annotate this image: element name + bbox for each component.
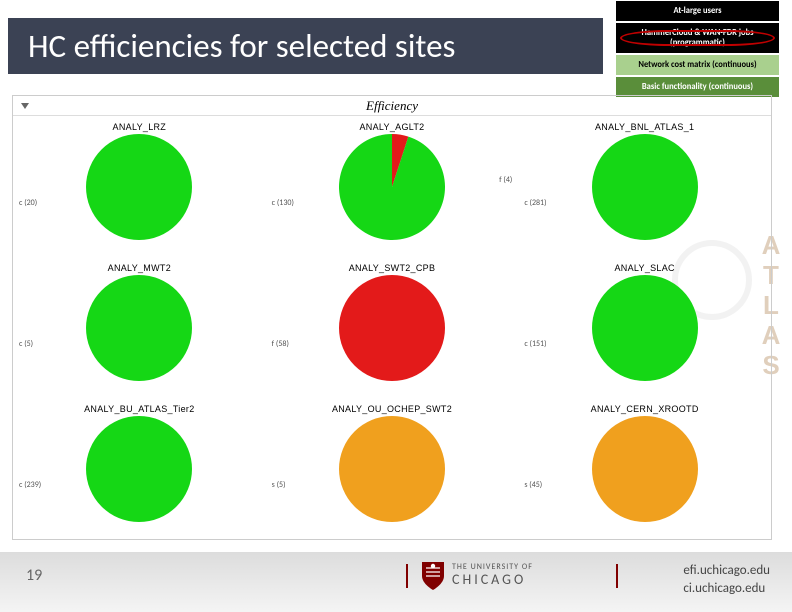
pie-name: ANALY_CERN_XROOTD <box>591 404 699 414</box>
pie-right-label: f (4) <box>499 175 512 185</box>
pie-name: ANALY_LRZ <box>113 122 167 132</box>
pie-cell: ANALY_SWT2_CPB f (58) <box>266 257 519 398</box>
divider <box>616 564 618 588</box>
pie-name: ANALY_BNL_ATLAS_1 <box>595 122 694 132</box>
pie-name: ANALY_SLAC <box>614 263 674 273</box>
pie-name: ANALY_AGLT2 <box>359 122 424 132</box>
pie-name: ANALY_SWT2_CPB <box>349 263 436 273</box>
status-row: Network cost matrix (continuous) <box>615 54 780 76</box>
shield-icon <box>420 560 446 592</box>
pie-chart <box>339 134 445 240</box>
pie-left-label: c (130) <box>272 198 294 208</box>
pie-left-label: c (20) <box>19 198 37 208</box>
pie-cell: ANALY_MWT2 c (5) <box>13 257 266 398</box>
pie-left-label: c (239) <box>19 480 41 490</box>
logo-bottom: CHICAGO <box>452 572 533 589</box>
pie-cell: ANALY_BU_ATLAS_Tier2 c (239) <box>13 398 266 539</box>
status-stack: At-large usersHammerCloud & WAN-FDR jobs… <box>615 0 780 98</box>
pie-left-label: c (5) <box>19 339 33 349</box>
pie-left-label: c (281) <box>524 198 546 208</box>
chart-area: Efficiency ANALY_LRZ c (20) ANALY_AGLT2 … <box>12 95 772 540</box>
pie-left-label: s (5) <box>272 480 286 490</box>
pie-cell: ANALY_SLAC c (151) <box>518 257 771 398</box>
divider <box>406 564 408 588</box>
status-row: HammerCloud & WAN-FDR jobs (programmatic… <box>615 22 780 54</box>
pie-grid: ANALY_LRZ c (20) ANALY_AGLT2 c (130) f (… <box>13 116 771 539</box>
title-bar: HC efficiencies for selected sites <box>8 18 603 74</box>
pie-left-label: s (45) <box>524 480 542 490</box>
pie-chart <box>592 275 698 381</box>
pie-cell: ANALY_BNL_ATLAS_1 c (281) <box>518 116 771 257</box>
pie-cell: ANALY_CERN_XROOTD s (45) <box>518 398 771 539</box>
url-2: ci.uchicago.edu <box>683 580 770 598</box>
footer-urls: efi.uchicago.edu ci.uchicago.edu <box>683 562 770 597</box>
pie-chart <box>339 275 445 381</box>
pie-cell: ANALY_OU_OCHEP_SWT2 s (5) <box>266 398 519 539</box>
page-title: HC efficiencies for selected sites <box>28 26 455 66</box>
pie-chart <box>592 134 698 240</box>
pie-chart <box>86 275 192 381</box>
pie-name: ANALY_BU_ATLAS_Tier2 <box>84 404 194 414</box>
footer: 19 THE UNIVERSITY OF CHICAGO efi.uchicag… <box>0 552 792 612</box>
pie-chart <box>86 416 192 522</box>
pie-cell: ANALY_AGLT2 c (130) f (4) <box>266 116 519 257</box>
status-row: At-large users <box>615 0 780 22</box>
pie-chart <box>592 416 698 522</box>
page-number: 19 <box>26 566 42 585</box>
pie-chart <box>86 134 192 240</box>
pie-name: ANALY_MWT2 <box>108 263 171 273</box>
pie-cell: ANALY_LRZ c (20) <box>13 116 266 257</box>
pie-name: ANALY_OU_OCHEP_SWT2 <box>332 404 452 414</box>
url-1: efi.uchicago.edu <box>683 562 770 580</box>
university-logo: THE UNIVERSITY OF CHICAGO <box>420 560 533 592</box>
pie-chart <box>339 416 445 522</box>
pie-left-label: c (151) <box>524 339 546 349</box>
pie-left-label: f (58) <box>272 339 289 349</box>
chart-title: Efficiency <box>366 98 418 114</box>
chart-toolbar: Efficiency <box>13 96 771 116</box>
